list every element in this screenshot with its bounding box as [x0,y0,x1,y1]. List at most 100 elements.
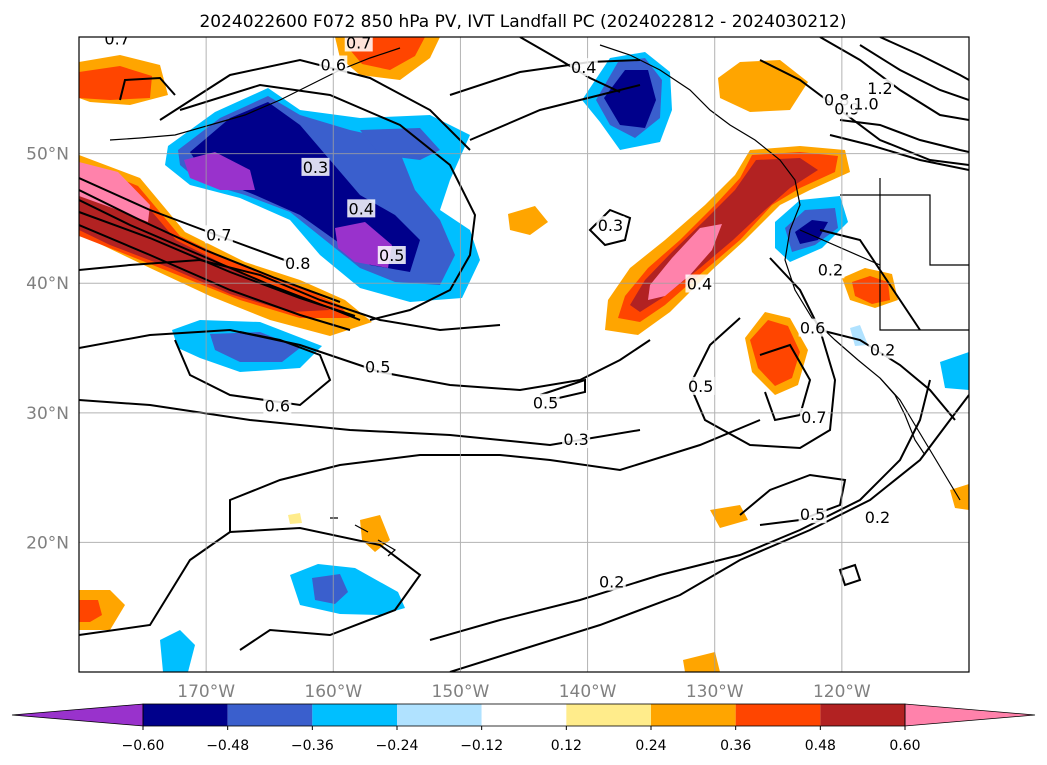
ivt-contour [819,37,969,121]
y-tick-label: 30°N [26,404,69,424]
contour-label-bg [685,274,714,293]
colorbar: −0.60 −0.48 −0.36 −0.24 −0.12 0.12 0.24 0.36 0.4… [11,703,1036,754]
contour-label-bg [866,78,894,97]
contour-label: 0.5 [688,377,713,396]
contour-label: 0.5 [533,394,558,413]
pv-negative-fill [312,574,348,604]
colorbar-frame [142,703,906,727]
contour-label-bg [301,157,330,176]
contour-label: 0.3 [303,158,328,177]
colorbar-box [312,704,397,726]
contour-label-bg [103,37,132,48]
x-axis: 170°W 160°W 150°W 140°W 130°W 120°W [177,682,871,702]
colorbar-tick-label: −0.48 [206,738,249,754]
x-tick-label: 160°W [304,682,362,702]
contour-label: 0.5 [800,505,825,524]
contour-label: 0.4 [571,58,596,77]
y-tick-label: 20°N [26,533,69,553]
ivt-contour [79,211,356,317]
x-tick-label: 150°W [432,682,490,702]
colorbar-box [397,704,482,726]
contour-label: 0.6 [265,396,290,415]
contour-label-bg [799,408,828,426]
x-tick-label: 120°W [813,682,871,702]
coastline-baja [879,377,926,456]
contour-label-bg [347,199,376,218]
colorbar-tick-label: −0.60 [122,738,165,754]
state-border [799,229,881,266]
pv-positive-fill [79,600,102,622]
contour-label-bg [319,55,348,74]
ivt-contour [688,257,837,450]
colorbar-box [227,704,313,726]
contour-label: 0.6 [321,56,346,75]
contour-label: 0.2 [599,573,624,592]
contour-label-bg [852,94,881,113]
ivt-contour [449,59,641,96]
contour-label-bg [798,318,827,337]
contour-label-bg [863,507,892,526]
ivt-contour [759,343,812,422]
contour-label-bg [798,505,827,524]
y-axis: 50°N 40°N 30°N 20°N [26,145,69,554]
pv-positive-fill [79,162,150,222]
pv-negative-fill [940,352,969,390]
contour-label: 0.6 [800,319,825,338]
map-frame [78,36,970,673]
ivt-contour [79,328,651,392]
colorbar-tick-label: −0.12 [460,738,503,754]
colorbar-tick-label: −0.24 [376,738,419,754]
map-panel: 0.7 0.70.6 0.40.30.40.50.70.80.30.40.50.6 0… [78,33,970,673]
contour-label: 0.4 [349,199,374,218]
ivt-contour [819,329,956,421]
contour-label-bg [868,340,897,359]
contour-label: 0.2 [870,341,895,360]
contour-label-bg [816,260,845,279]
contour-label-bg [283,253,312,272]
ivt-contour [539,378,586,401]
contour-label: 0.4 [687,275,712,294]
state-border [840,194,969,266]
contour-label-bg [569,58,598,77]
contour-label: 0.7 [346,33,371,52]
colorbar-tick-label: 0.36 [720,738,751,754]
x-tick-label: 140°W [559,682,617,702]
contour-label: 0.7 [801,408,826,427]
ivt-contour [79,177,291,263]
ivt-contour [79,258,501,332]
pv-positive-fill [288,513,302,524]
pv-negative-fill [290,564,405,615]
ivt-contour [859,44,969,101]
ivt-contour [449,394,969,672]
coastline-aleutians [109,47,401,141]
y-tick-label: 50°N [26,145,69,165]
ivt-contour [79,189,341,303]
ivt-contour [838,563,862,587]
colorbar-box [651,704,736,726]
ivt-contour [879,37,969,81]
chart-title: 2024022600 F072 850 hPa PV, IVT Landfall… [199,12,846,32]
contour-label-bg [204,225,233,244]
colorbar-tick-label: 0.60 [889,738,920,754]
pv-negative-fill [360,128,440,160]
contour-label: 0.7 [206,225,231,244]
colorbar-extend-low [11,703,144,727]
ivt-contour [79,526,422,651]
colorbar-tick-label: −0.36 [291,738,334,754]
colorbar-box [566,704,651,726]
ivt-contour [79,399,641,447]
colorbar-extend-high [904,703,1036,727]
pv-negative-fill [335,222,392,268]
contour-label-bg [562,430,591,449]
pv-positive-fill [508,206,548,235]
contour-label-bg [596,216,625,235]
hawaii-islands [330,517,397,557]
x-tick-label: 170°W [177,682,235,702]
contour-label: 0.2 [818,260,843,279]
contour-label-bg [363,357,392,376]
pv-negative-fill [160,630,195,672]
contour-label: 1.0 [853,94,878,113]
pv-negative-fill [795,220,828,244]
pv-positive-fill [79,162,350,318]
pv-positive-fill [648,224,722,300]
